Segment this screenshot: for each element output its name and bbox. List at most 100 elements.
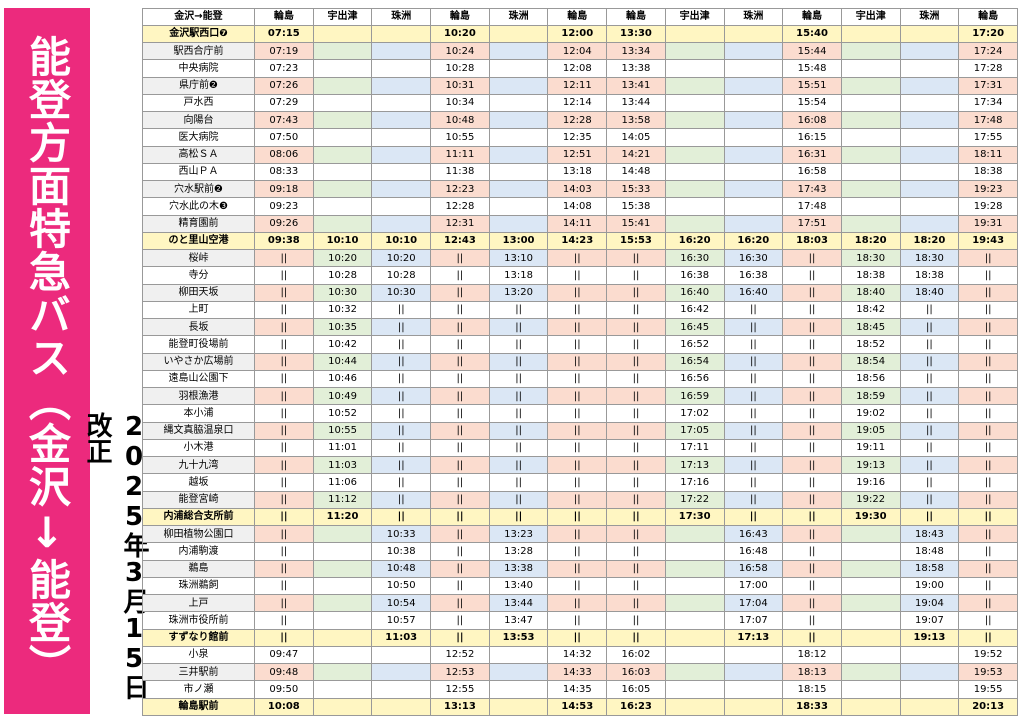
time-cell: 10:50	[371, 576, 432, 596]
time-cell: ||	[606, 490, 666, 509]
time-cell: 15:41	[606, 214, 666, 233]
time-cell	[312, 594, 373, 613]
time-cell	[371, 162, 432, 182]
time-cell	[723, 42, 784, 61]
time-cell: 19:02	[840, 404, 901, 423]
time-cell: 18:40	[899, 283, 960, 302]
revision-date: 2025年3月15日改正	[82, 412, 149, 700]
stop-name: 県庁前❷	[142, 76, 255, 95]
time-cell: 16:56	[664, 369, 725, 389]
time-cell: ||	[488, 490, 549, 509]
time-cell: 10:44	[312, 352, 373, 371]
time-cell: ||	[606, 456, 666, 475]
time-cell	[312, 162, 373, 182]
time-cell: ||	[958, 628, 1018, 647]
time-cell	[312, 42, 373, 61]
time-cell: 17:43	[782, 180, 842, 199]
time-cell	[723, 59, 784, 78]
time-cell: ||	[254, 318, 314, 337]
time-cell: ||	[782, 335, 842, 354]
time-cell: 10:10	[371, 231, 432, 251]
time-cell: 16:20	[664, 231, 725, 251]
time-cell: 11:12	[312, 490, 373, 509]
time-cell: ||	[254, 369, 314, 389]
time-cell	[899, 42, 960, 61]
time-cell	[664, 59, 725, 78]
time-cell: 18:54	[840, 352, 901, 371]
stop-name: 能登宮崎	[142, 490, 255, 509]
timetable-row: 市ノ瀬 09:50 12:55 14:35 16:05 18:15 19:55	[142, 680, 1018, 699]
timetable-row: 三井駅前 09:48 12:53 14:33 16:03 18:13 19:53	[142, 663, 1018, 682]
time-cell: 17:16	[664, 473, 725, 492]
time-cell: 18:48	[899, 542, 960, 561]
time-cell: ||	[488, 404, 549, 423]
time-cell: ||	[958, 283, 1018, 302]
header-row: 金沢→能登 輪島 宇出津 珠洲 輪島 珠洲 輪島 輪島 宇出津 珠洲 輪島 宇出津 珠洲 輪島	[142, 8, 1018, 26]
time-cell: 15:38	[606, 197, 666, 216]
time-cell	[664, 145, 725, 164]
time-cell: ||	[254, 456, 314, 475]
timetable-row: 鵜島 || 10:48 || 13:38 || || 16:58 || 18:58 ||	[142, 559, 1018, 578]
time-cell: 09:47	[254, 645, 314, 665]
timetable-row: 内浦駒渡 || 10:38 || 13:28 || || 16:48 || 18:48 ||	[142, 542, 1018, 561]
time-cell: ||	[430, 352, 490, 371]
stop-name: 金沢駅西口❼	[142, 24, 255, 44]
time-cell: 19:31	[958, 214, 1018, 233]
time-cell: 13:30	[606, 24, 666, 44]
stop-name: 戸水西	[142, 93, 255, 113]
stop-name: いやさか広場前	[142, 352, 255, 371]
time-cell: 12:11	[547, 76, 608, 95]
time-cell: ||	[782, 421, 842, 440]
time-cell: 16:54	[664, 352, 725, 371]
time-cell: ||	[782, 559, 842, 578]
time-cell: 16:03	[606, 663, 666, 682]
time-cell: 18:52	[840, 335, 901, 354]
time-cell: 14:48	[606, 162, 666, 182]
time-cell: ||	[958, 611, 1018, 630]
timetable-row: 桜峠 || 10:20 10:20 || 13:10 || || 16:30 16:30 || 18:…	[142, 249, 1018, 268]
time-cell	[312, 145, 373, 164]
time-cell: ||	[782, 369, 842, 389]
time-cell	[664, 128, 725, 147]
time-cell: 18:15	[782, 680, 842, 699]
time-cell: 13:23	[488, 525, 549, 544]
time-cell: ||	[782, 594, 842, 613]
time-cell	[312, 59, 373, 78]
time-cell	[312, 559, 373, 578]
time-cell	[312, 542, 373, 561]
timetable-row: 小木港 || 11:01 || || || || || 17:11 || || 19:11 || ||	[142, 438, 1018, 458]
time-cell: ||	[371, 352, 432, 371]
timetable-row: 西山ＰＡ 08:33 11:38 13:18 14:48 16:58 18:38	[142, 162, 1018, 182]
time-cell: ||	[606, 266, 666, 285]
timetable-row: 県庁前❷ 07:26 10:31 12:11 13:41 15:51 17:31	[142, 76, 1018, 95]
time-cell	[312, 680, 373, 699]
timetable-row: 長坂 || 10:35 || || || || || 16:45 || || 18:45 || ||	[142, 318, 1018, 337]
time-cell: 16:58	[782, 162, 842, 182]
stop-name: 三井駅前	[142, 663, 255, 682]
time-cell	[488, 663, 549, 682]
time-cell: 18:20	[899, 231, 960, 251]
time-cell: ||	[958, 266, 1018, 285]
time-cell: ||	[430, 283, 490, 302]
time-cell: 10:52	[312, 404, 373, 423]
time-cell: ||	[371, 473, 432, 492]
time-cell	[488, 128, 549, 147]
time-cell: ||	[782, 456, 842, 475]
stop-name: 本小浦	[142, 404, 255, 423]
time-cell: ||	[606, 283, 666, 302]
time-cell	[899, 59, 960, 78]
time-cell: 10:33	[371, 525, 432, 544]
time-cell	[723, 197, 784, 216]
time-cell: ||	[430, 542, 490, 561]
time-cell	[312, 576, 373, 596]
time-cell: ||	[547, 594, 608, 613]
time-cell: ||	[606, 300, 666, 320]
column-header: 珠洲	[488, 8, 549, 26]
time-cell: ||	[958, 421, 1018, 440]
timetable-row: 寺分 || 10:28 10:28 || 13:18 || || 16:38 16:38 || 18:…	[142, 266, 1018, 285]
time-cell: ||	[723, 404, 784, 423]
time-cell	[664, 24, 725, 44]
time-cell: 19:23	[958, 180, 1018, 199]
column-header: 輪島	[782, 8, 842, 26]
time-cell: 14:08	[547, 197, 608, 216]
